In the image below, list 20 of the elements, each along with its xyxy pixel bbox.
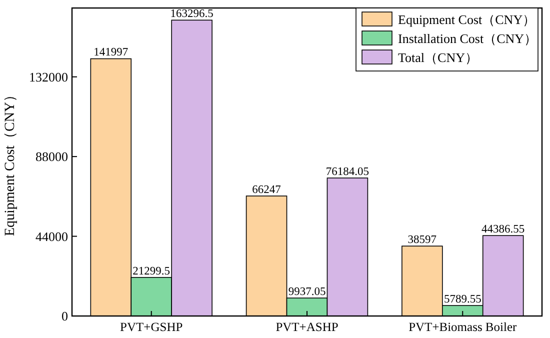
data-label: 163296.5 xyxy=(170,8,214,20)
y-axis-title: Equipment Cost（CNY） xyxy=(3,88,18,236)
y-tick-label: 44000 xyxy=(36,228,68,244)
x-tick-label: PVT+GSHP xyxy=(120,320,183,334)
data-label: 9937.05 xyxy=(288,286,326,298)
data-label: 76184.05 xyxy=(326,166,370,178)
x-tick-label: PVT+Biomass Boiler xyxy=(408,320,518,334)
data-label: 5789.55 xyxy=(444,294,482,306)
data-label: 141997 xyxy=(94,46,128,59)
y-tick-label: 88000 xyxy=(36,149,68,164)
x-tick-label: PVT+ASHP xyxy=(276,320,338,334)
y-tick-label: 0 xyxy=(62,308,68,324)
data-label: 44386.55 xyxy=(482,224,525,236)
data-label: 21299.5 xyxy=(132,265,170,278)
data-label: 66247 xyxy=(252,184,282,196)
legend-label: Installation Cost（CNY） xyxy=(398,31,538,46)
data-label: 38597 xyxy=(408,234,437,246)
legend-label: Equipment Cost（CNY） xyxy=(398,12,536,27)
y-tick-label: 132000 xyxy=(29,69,68,84)
legend-label: Total（CNY） xyxy=(398,50,478,65)
